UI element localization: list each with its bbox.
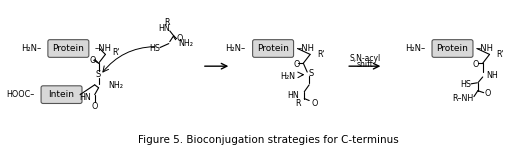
Text: HOOC–: HOOC–: [6, 90, 34, 99]
Text: –NH: –NH: [477, 44, 494, 53]
Text: NH: NH: [486, 71, 499, 80]
Text: NH₂: NH₂: [179, 39, 193, 48]
Text: Intein: Intein: [48, 90, 74, 99]
FancyBboxPatch shape: [48, 40, 89, 57]
Text: –NH: –NH: [297, 44, 315, 53]
Text: O: O: [92, 102, 98, 111]
Text: Protein: Protein: [257, 44, 289, 53]
Text: –NH: –NH: [95, 44, 112, 53]
Text: shift: shift: [356, 60, 373, 69]
Text: HS: HS: [149, 44, 160, 53]
Text: O: O: [485, 89, 491, 98]
Text: HN: HN: [158, 24, 170, 33]
Text: H₂N–: H₂N–: [21, 44, 41, 53]
Text: R: R: [164, 18, 170, 27]
Text: S: S: [308, 69, 314, 78]
Text: H₂N: H₂N: [280, 72, 296, 82]
Text: S,N-acyl: S,N-acyl: [349, 54, 380, 63]
Text: O: O: [311, 99, 317, 108]
Text: H₂N–: H₂N–: [226, 44, 246, 53]
FancyBboxPatch shape: [41, 86, 82, 103]
Text: HS: HS: [460, 80, 471, 89]
Text: O: O: [177, 34, 183, 43]
FancyBboxPatch shape: [252, 40, 294, 57]
Text: HN: HN: [79, 93, 91, 102]
Text: R': R': [496, 50, 504, 59]
Text: Protein: Protein: [52, 44, 84, 53]
Text: Protein: Protein: [436, 44, 469, 53]
Text: O: O: [90, 56, 96, 65]
Text: O: O: [294, 60, 300, 69]
FancyBboxPatch shape: [432, 40, 473, 57]
Text: NH₂: NH₂: [109, 81, 123, 90]
Text: S: S: [96, 69, 101, 79]
Text: R': R': [112, 48, 120, 57]
Text: R': R': [317, 50, 325, 59]
Text: Figure 5. Bioconjugation strategies for C-terminus: Figure 5. Bioconjugation strategies for …: [138, 135, 398, 145]
Text: H₂N–: H₂N–: [405, 44, 425, 53]
Text: R–NH: R–NH: [453, 94, 474, 103]
Text: O: O: [473, 60, 479, 69]
Text: R: R: [295, 99, 300, 108]
Text: HN: HN: [288, 91, 299, 100]
